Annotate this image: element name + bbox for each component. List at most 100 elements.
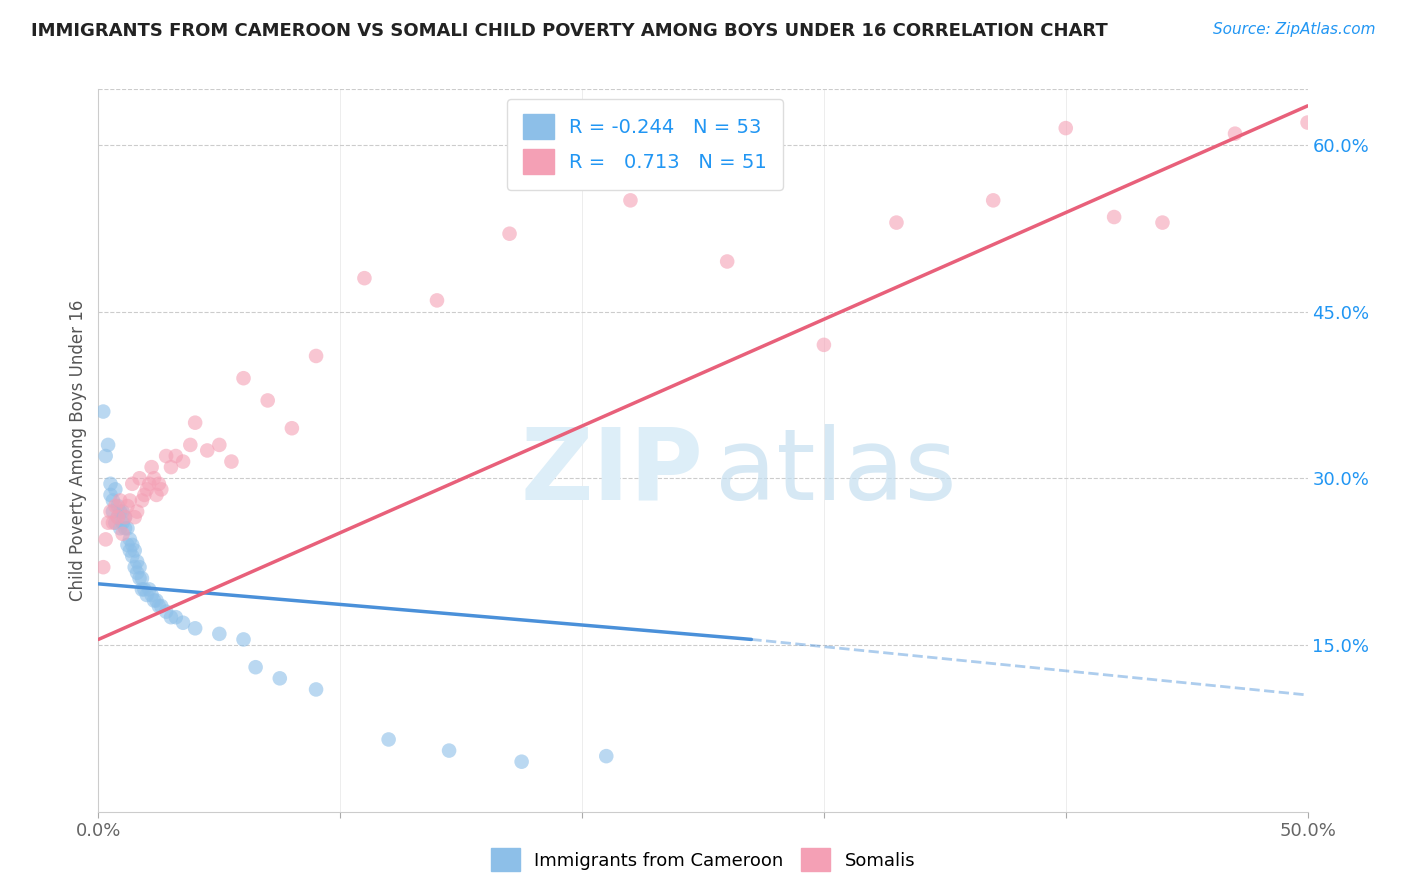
- Point: [94, 449, 117, 463]
- Point: [148, 476, 170, 491]
- Point: [118, 493, 141, 508]
- Point: [155, 449, 177, 463]
- Point: [165, 610, 187, 624]
- Point: [143, 471, 166, 485]
- Point: [128, 560, 150, 574]
- Point: [353, 271, 375, 285]
- Point: [134, 582, 156, 597]
- Point: [118, 533, 141, 547]
- Point: [124, 510, 146, 524]
- Point: [117, 521, 139, 535]
- Text: IMMIGRANTS FROM CAMEROON VS SOMALI CHILD POVERTY AMONG BOYS UNDER 16 CORRELATION: IMMIGRANTS FROM CAMEROON VS SOMALI CHILD…: [31, 22, 1108, 40]
- Point: [1152, 216, 1174, 230]
- Point: [124, 543, 146, 558]
- Point: [91, 560, 114, 574]
- Point: [114, 510, 136, 524]
- Point: [111, 505, 134, 519]
- Point: [108, 521, 131, 535]
- Point: [107, 499, 129, 513]
- Point: [104, 516, 127, 530]
- Point: [138, 476, 160, 491]
- Point: [160, 460, 183, 475]
- Point: [150, 483, 173, 497]
- Point: [143, 593, 166, 607]
- Point: [232, 371, 254, 385]
- Point: [281, 421, 304, 435]
- Point: [716, 254, 738, 268]
- Point: [232, 632, 254, 647]
- Point: [305, 682, 328, 697]
- Legend: Immigrants from Cameroon, Somalis: Immigrants from Cameroon, Somalis: [484, 841, 922, 879]
- Point: [221, 454, 243, 468]
- Point: [1102, 210, 1125, 224]
- Point: [619, 194, 641, 208]
- Point: [117, 538, 139, 552]
- Point: [165, 449, 187, 463]
- Point: [208, 627, 231, 641]
- Point: [437, 743, 460, 757]
- Point: [124, 560, 146, 574]
- Y-axis label: Child Poverty Among Boys Under 16: Child Poverty Among Boys Under 16: [69, 300, 87, 601]
- Point: [100, 476, 122, 491]
- Point: [172, 454, 194, 468]
- Point: [111, 516, 134, 530]
- Point: [118, 543, 141, 558]
- Text: Source: ZipAtlas.com: Source: ZipAtlas.com: [1212, 22, 1375, 37]
- Point: [131, 493, 153, 508]
- Point: [101, 505, 124, 519]
- Point: [101, 516, 124, 530]
- Point: [138, 582, 160, 597]
- Point: [981, 194, 1004, 208]
- Point: [104, 483, 127, 497]
- Point: [179, 438, 201, 452]
- Point: [107, 510, 129, 524]
- Point: [104, 499, 127, 513]
- Point: [256, 393, 278, 408]
- Point: [111, 526, 134, 541]
- Point: [305, 349, 328, 363]
- Legend: R = -0.244   N = 53, R =   0.713   N = 51: R = -0.244 N = 53, R = 0.713 N = 51: [508, 99, 783, 190]
- Point: [94, 533, 117, 547]
- Point: [128, 471, 150, 485]
- Point: [107, 510, 129, 524]
- Point: [145, 488, 167, 502]
- Text: atlas: atlas: [716, 424, 956, 521]
- Point: [426, 293, 449, 308]
- Point: [160, 610, 183, 624]
- Point: [245, 660, 267, 674]
- Point: [117, 499, 139, 513]
- Point: [135, 483, 157, 497]
- Point: [1296, 115, 1319, 129]
- Point: [150, 599, 173, 613]
- Point: [172, 615, 194, 630]
- Point: [114, 510, 136, 524]
- Text: ZIP: ZIP: [520, 424, 703, 521]
- Point: [121, 549, 143, 563]
- Point: [195, 443, 218, 458]
- Point: [141, 460, 163, 475]
- Point: [377, 732, 399, 747]
- Point: [127, 505, 149, 519]
- Point: [155, 605, 177, 619]
- Point: [148, 599, 170, 613]
- Point: [498, 227, 520, 241]
- Point: [97, 438, 120, 452]
- Point: [101, 493, 124, 508]
- Point: [121, 476, 143, 491]
- Point: [886, 216, 908, 230]
- Point: [813, 338, 835, 352]
- Point: [269, 671, 291, 685]
- Point: [100, 488, 122, 502]
- Point: [100, 505, 122, 519]
- Point: [131, 582, 153, 597]
- Point: [141, 588, 163, 602]
- Point: [135, 588, 157, 602]
- Point: [208, 438, 231, 452]
- Point: [510, 755, 533, 769]
- Point: [134, 488, 156, 502]
- Point: [114, 521, 136, 535]
- Point: [97, 516, 120, 530]
- Point: [184, 416, 207, 430]
- Point: [145, 593, 167, 607]
- Point: [1054, 121, 1077, 136]
